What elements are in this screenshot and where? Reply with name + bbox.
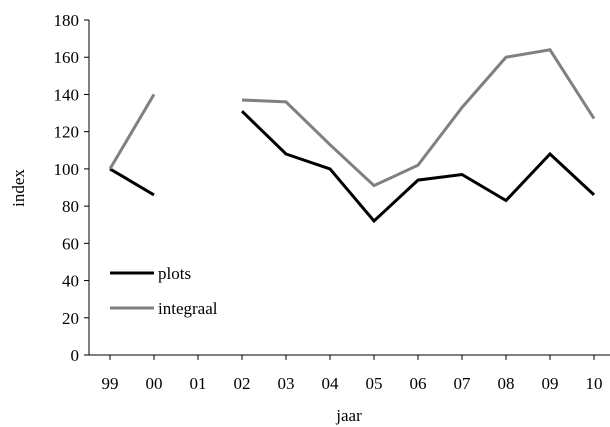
- x-tick-label: 01: [190, 374, 207, 393]
- x-tick-label: 08: [498, 374, 515, 393]
- y-tick-label: 120: [54, 123, 80, 142]
- x-tick-label: 10: [586, 374, 603, 393]
- x-axis-ticks: 99 00 01 02 03 04 05 06 07 08 09 10: [102, 355, 603, 393]
- series-line-segment: [240, 110, 596, 224]
- x-tick-label: 09: [542, 374, 559, 393]
- x-tick-label: 07: [454, 374, 472, 393]
- y-axis-ticks: 0 20 40 60 80 100 120 140 160 180: [54, 11, 89, 365]
- legend-label: integraal: [158, 299, 218, 318]
- y-tick-label: 20: [62, 309, 79, 328]
- plot-area: [88, 20, 610, 356]
- x-tick-label: 02: [234, 374, 251, 393]
- y-tick-label: 140: [54, 85, 80, 104]
- series-line-segment: [108, 93, 156, 170]
- y-tick-label: 100: [54, 160, 80, 179]
- legend: plots integraal: [110, 264, 218, 318]
- y-axis-title: index: [9, 169, 28, 207]
- x-tick-label: 06: [410, 374, 427, 393]
- y-tick-label: 80: [62, 197, 79, 216]
- series-integraal: [108, 48, 596, 188]
- x-axis-title: jaar: [335, 406, 362, 425]
- series-lines: [108, 48, 596, 224]
- legend-label: plots: [158, 264, 191, 283]
- y-tick-label: 180: [54, 11, 80, 30]
- x-tick-label: 04: [322, 374, 340, 393]
- series-plots: [109, 110, 596, 224]
- series-line-segment: [109, 167, 155, 197]
- x-tick-label: 03: [278, 374, 295, 393]
- x-tick-label: 00: [146, 374, 163, 393]
- x-tick-label: 05: [366, 374, 383, 393]
- y-tick-label: 40: [62, 272, 79, 291]
- y-tick-label: 60: [62, 234, 79, 253]
- y-tick-label: 0: [71, 346, 80, 365]
- series-line-segment: [241, 48, 596, 188]
- y-tick-label: 160: [54, 48, 80, 67]
- x-tick-label: 99: [102, 374, 119, 393]
